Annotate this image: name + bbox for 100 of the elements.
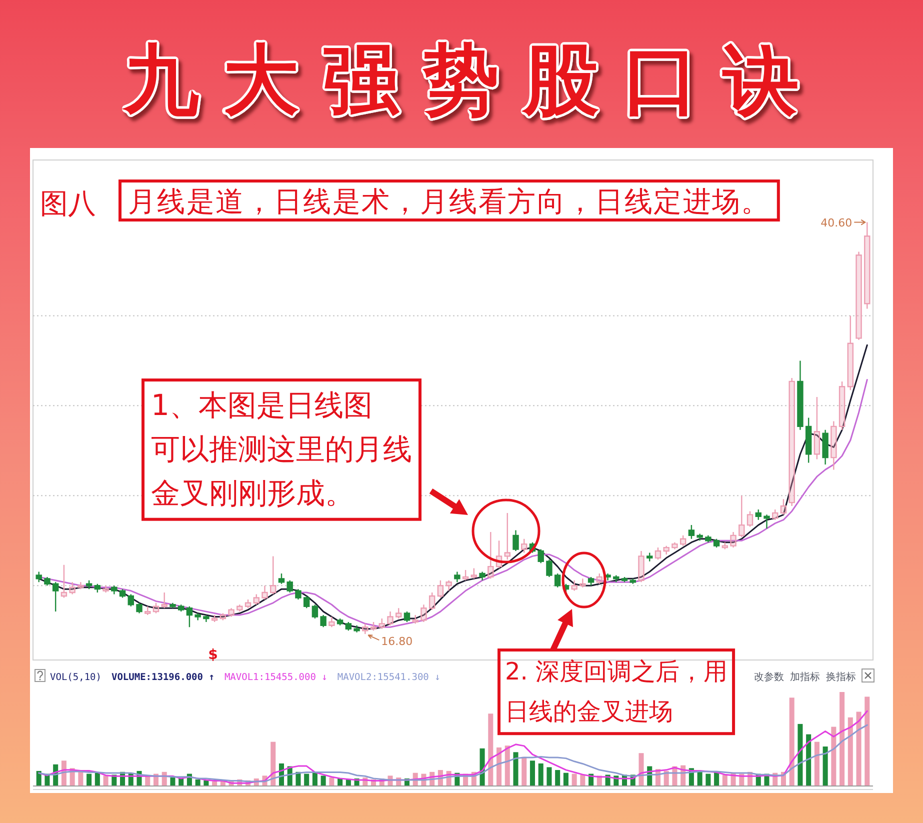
bar (864, 696, 870, 786)
bar (94, 772, 100, 786)
candlestick (78, 582, 84, 590)
bar (580, 774, 586, 786)
candlestick (864, 222, 870, 310)
candlestick (387, 610, 394, 626)
candlestick (772, 508, 778, 520)
candlestick (613, 574, 620, 583)
candlestick (554, 572, 561, 588)
candlestick (203, 614, 210, 623)
candlestick (52, 582, 59, 612)
candlestick (295, 588, 302, 600)
candlestick (470, 568, 478, 580)
candlestick (571, 580, 578, 592)
bar (329, 778, 334, 786)
candlestick (354, 624, 360, 633)
annotation: $ (208, 647, 218, 663)
candlestick (396, 607, 402, 620)
bar (822, 746, 828, 786)
candlestick (211, 614, 218, 623)
bar (496, 747, 502, 786)
candlestick (144, 606, 151, 616)
bar (86, 774, 92, 786)
candlestick (504, 512, 510, 560)
candlestick (86, 580, 92, 590)
candlestick (111, 585, 118, 595)
candlestick (69, 582, 76, 595)
text: MAVOL2:15541.300 ↓ (337, 672, 440, 683)
candlestick (102, 585, 109, 594)
candlestick (60, 564, 68, 598)
bar (270, 742, 276, 786)
candlestick (270, 556, 276, 595)
chart-title: 九大强势股口诀 (121, 35, 823, 124)
candlestick (538, 548, 544, 564)
bar (312, 772, 318, 786)
candlestick (170, 602, 176, 609)
bar (638, 753, 644, 786)
candlestick (412, 614, 418, 624)
bar (103, 776, 108, 786)
candlestick (236, 604, 243, 612)
candlestick (303, 595, 310, 609)
bar (546, 767, 552, 786)
candlestick (479, 571, 486, 582)
candlestick (128, 594, 134, 607)
text: 改参数 (754, 671, 784, 683)
candlestick (788, 377, 795, 507)
candlestick (378, 618, 385, 630)
candlestick (454, 571, 460, 583)
text: 月线是道，日线是术，月线看方向，日线定进场。 (128, 185, 770, 218)
candlestick (320, 614, 326, 628)
candlestick (362, 623, 368, 635)
candlestick (512, 530, 519, 552)
candlestick (588, 576, 594, 586)
candlestick (822, 429, 828, 466)
bar (488, 714, 494, 786)
annotation: 2. 深度回调之后，用日线的金叉进场 (505, 658, 728, 726)
candlestick (663, 545, 670, 556)
candlestick (797, 360, 804, 430)
bar (78, 772, 84, 786)
candlestick (228, 607, 234, 618)
bar (555, 770, 560, 786)
candlestick (805, 417, 812, 464)
candlestick (244, 598, 252, 609)
candlestick (705, 534, 712, 543)
candlestick (730, 531, 736, 548)
candlestick (262, 585, 268, 600)
bar (504, 746, 510, 786)
bar (848, 717, 853, 786)
bar (522, 756, 527, 786)
candlestick (654, 546, 662, 560)
candlestick (462, 569, 469, 582)
candlestick (488, 531, 494, 580)
text: 加指标 (790, 671, 820, 683)
annotation: 图八 (40, 187, 96, 220)
candlestick (446, 580, 452, 592)
bar (706, 774, 711, 786)
candlestick (152, 602, 160, 614)
candlestick (738, 495, 745, 538)
bar (789, 698, 794, 786)
bar (195, 779, 200, 786)
candlestick (696, 533, 703, 542)
candlestick (780, 498, 787, 516)
bar (170, 778, 176, 786)
candlestick (638, 550, 644, 583)
candlestick (580, 578, 586, 588)
candlestick (312, 604, 318, 620)
bar (320, 776, 326, 786)
candlestick (838, 380, 846, 430)
text: 换指标 (826, 671, 856, 683)
bar (563, 772, 568, 786)
bar (304, 774, 310, 786)
candlestick (755, 508, 762, 520)
bar (840, 692, 845, 786)
candlestick (161, 592, 168, 609)
candlestick (328, 616, 335, 628)
candlestick (220, 612, 226, 621)
bar (530, 760, 535, 786)
candlestick (336, 618, 344, 626)
bar (722, 774, 728, 786)
bar (798, 724, 803, 786)
